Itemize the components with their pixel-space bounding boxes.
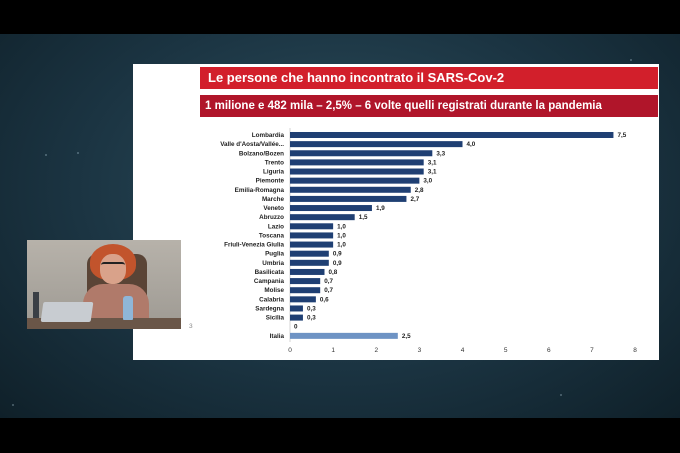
laptop	[40, 302, 94, 322]
slide-subtitle: 1 milione e 482 mila – 2,5% – 6 volte qu…	[200, 95, 658, 117]
category-label: Italia	[270, 333, 285, 340]
x-tick-label: 2	[374, 347, 378, 354]
bar	[290, 296, 316, 303]
category-label: Calabria	[259, 296, 284, 303]
bar	[290, 332, 398, 339]
data-label: 4,0	[467, 141, 476, 148]
data-label: 1,9	[376, 205, 385, 212]
slide-page-number: 3	[189, 323, 193, 330]
bar	[290, 259, 329, 266]
bar	[290, 159, 424, 166]
data-label: 0,3	[307, 305, 316, 312]
bar	[290, 150, 433, 157]
bar	[290, 168, 424, 175]
data-label: 0,7	[324, 287, 333, 294]
x-tick-label: 3	[418, 347, 422, 354]
data-label: 7,5	[617, 132, 626, 139]
category-label: Piemonte	[256, 178, 285, 185]
category-label: Molise	[264, 287, 284, 294]
data-label: 0,7	[324, 278, 333, 285]
data-label: 3,3	[436, 150, 445, 157]
data-label: 3,1	[428, 159, 437, 166]
x-tick-label: 4	[461, 347, 465, 354]
monitor-edge	[33, 292, 39, 322]
water-bottle	[123, 296, 133, 320]
data-label: 2,5	[402, 333, 411, 340]
data-label: 1,0	[337, 223, 346, 230]
slide-title: Le persone che hanno incontrato il SARS-…	[200, 67, 658, 89]
category-label: Bolzano/Bozen	[239, 150, 284, 157]
video-frame: Le persone che hanno incontrato il SARS-…	[0, 34, 680, 418]
bar	[290, 241, 334, 248]
category-label: Emilia-Romagna	[235, 187, 285, 194]
category-label: Veneto	[263, 205, 284, 212]
bar	[290, 132, 614, 138]
glasses	[101, 262, 125, 269]
data-label: 0,9	[333, 260, 342, 267]
data-label: 0,6	[320, 296, 329, 303]
data-label: 0	[294, 324, 298, 331]
x-tick-label: 7	[590, 347, 594, 354]
data-label: 3,1	[428, 169, 437, 176]
data-label: 1,5	[359, 214, 368, 221]
category-label: Campania	[254, 278, 285, 285]
bar	[290, 287, 321, 294]
x-tick-label: 0	[288, 347, 292, 354]
category-label: Lombardia	[252, 132, 285, 139]
category-label: Lazio	[268, 223, 284, 230]
data-label: 2,8	[415, 187, 424, 194]
data-label: 2,7	[410, 196, 419, 203]
bar	[290, 232, 334, 239]
bar	[290, 223, 334, 230]
bar	[290, 141, 463, 148]
speaker-video	[27, 240, 181, 329]
desk	[27, 318, 181, 329]
data-label: 0,9	[333, 251, 342, 258]
category-label: Marche	[262, 196, 285, 203]
bar	[290, 214, 355, 221]
data-label: 1,0	[337, 232, 346, 239]
bar	[290, 278, 321, 285]
category-label: Basilicata	[255, 269, 285, 276]
data-label: 0,8	[329, 269, 338, 276]
category-label: Sicilia	[266, 315, 285, 322]
bar-chart: Lombardia 7,5 Valle d'Aosta/Vallée... 4,0 Bo…	[189, 128, 637, 354]
x-tick-label: 6	[547, 347, 551, 354]
data-label: 0,3	[307, 315, 316, 322]
category-label: Trento	[265, 159, 284, 166]
bar	[290, 186, 411, 193]
bar	[290, 250, 329, 257]
data-label: 1,0	[337, 242, 346, 249]
bar	[290, 314, 303, 321]
category-label: Friuli-Venezia Giulia	[224, 242, 284, 249]
bar	[290, 268, 325, 275]
category-label: Sardegna	[255, 305, 284, 312]
x-tick-label: 5	[504, 347, 508, 354]
bar	[290, 177, 420, 184]
bar	[290, 305, 303, 312]
x-tick-label: 8	[633, 347, 637, 354]
category-label: Toscana	[259, 232, 285, 239]
category-label: Valle d'Aosta/Vallée...	[220, 141, 284, 148]
bar	[290, 205, 372, 212]
category-label: Abruzzo	[259, 214, 284, 221]
presentation-slide: Le persone che hanno incontrato il SARS-…	[133, 64, 659, 360]
category-label: Umbria	[262, 260, 284, 267]
speaker-face	[100, 254, 126, 284]
category-label: Liguria	[263, 169, 284, 176]
bar	[290, 195, 407, 202]
category-label: Puglia	[265, 251, 284, 258]
x-tick-label: 1	[331, 347, 335, 354]
data-label: 3,0	[423, 178, 432, 185]
